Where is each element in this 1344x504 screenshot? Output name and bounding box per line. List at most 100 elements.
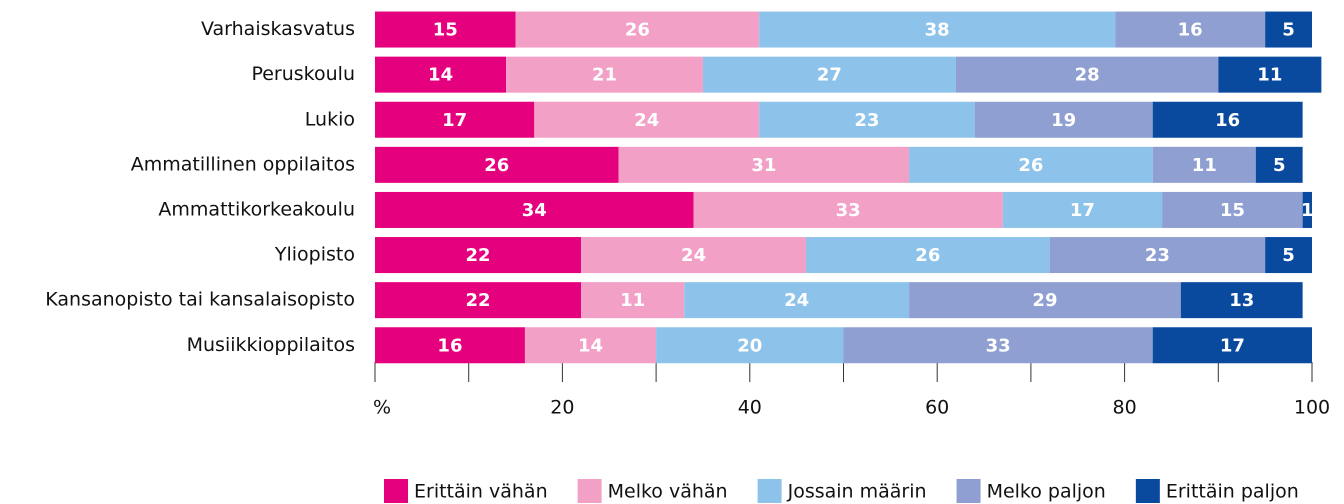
category-label: Ammatillinen oppilaitos — [131, 153, 355, 175]
category-label: Lukio — [305, 108, 355, 130]
bar-segment — [375, 101, 535, 138]
bar-segment — [375, 237, 582, 274]
bar-segment — [1002, 191, 1163, 228]
bar-segment — [375, 191, 694, 228]
legend-swatch — [384, 479, 408, 503]
value-label: 5 — [1282, 20, 1295, 41]
legend-label: Erittäin paljon — [1166, 481, 1299, 503]
value-label: 17 — [442, 110, 467, 131]
bar-segment — [524, 327, 657, 364]
value-label: 26 — [915, 245, 940, 266]
bar-segment — [1265, 237, 1312, 274]
value-label: 38 — [925, 20, 950, 41]
bar-segment — [375, 146, 619, 183]
legend-label: Melko paljon — [987, 481, 1106, 503]
bar-segment — [843, 327, 1153, 364]
bar-segment — [375, 282, 582, 319]
bar-segment — [618, 146, 910, 183]
bar-segment — [375, 327, 525, 364]
category-label: Peruskoulu — [251, 63, 355, 85]
legend-swatch — [757, 479, 782, 503]
bar-segment — [1302, 191, 1312, 228]
value-label: 24 — [784, 290, 809, 311]
value-label: 16 — [437, 335, 462, 356]
bar-segment — [1115, 11, 1266, 48]
value-label: 5 — [1273, 155, 1286, 176]
value-label: 23 — [854, 110, 879, 131]
bar-segment — [515, 11, 760, 48]
value-label: 33 — [836, 200, 861, 221]
value-label: 13 — [1229, 290, 1254, 311]
value-label: 29 — [1032, 290, 1057, 311]
bar-segment — [702, 56, 956, 93]
legend-label: Erittäin vähän — [414, 481, 548, 503]
legend-swatch — [956, 479, 981, 503]
legend-swatch — [1135, 479, 1160, 503]
category-label: Kansanopisto tai kansalaisopisto — [45, 289, 355, 311]
value-label: 34 — [522, 200, 547, 221]
value-label: 20 — [737, 335, 762, 356]
bar-segment — [909, 282, 1181, 319]
value-label: 11 — [1192, 155, 1217, 176]
bar-segment — [1162, 191, 1303, 228]
legend-swatch — [577, 479, 602, 503]
bar-segment — [693, 191, 1003, 228]
value-label: 16 — [1178, 20, 1203, 41]
value-label: 5 — [1282, 245, 1295, 266]
x-tick-label: 60 — [925, 397, 949, 419]
bar-segment — [534, 101, 760, 138]
value-label: 17 — [1220, 335, 1245, 356]
bar-segment — [1049, 237, 1266, 274]
x-tick-label: 20 — [550, 397, 574, 419]
category-label: Musiikkioppilaitos — [187, 334, 355, 356]
bar-segment — [506, 56, 703, 93]
value-label: 19 — [1051, 110, 1076, 131]
bar-segment — [1218, 56, 1322, 93]
value-label: 1 — [1301, 200, 1314, 221]
value-label: 33 — [986, 335, 1011, 356]
legend-label: Melko vähän — [608, 481, 728, 503]
value-label: 11 — [620, 290, 645, 311]
bar-segment — [974, 101, 1153, 138]
value-label: 21 — [592, 65, 617, 86]
bar-segment — [909, 146, 1153, 183]
value-label: 24 — [634, 110, 659, 131]
value-label: 15 — [433, 20, 458, 41]
value-label: 14 — [578, 335, 603, 356]
bar-segment — [581, 282, 685, 319]
value-label: 26 — [1018, 155, 1043, 176]
x-tick-label: 80 — [1113, 397, 1137, 419]
bar-segment — [1152, 146, 1256, 183]
bar-segment — [1265, 11, 1312, 48]
value-label: 23 — [1145, 245, 1170, 266]
value-label: 28 — [1075, 65, 1100, 86]
legend-label: Jossain määrin — [787, 481, 927, 503]
bar-segment — [759, 11, 1116, 48]
x-tick-label: 40 — [738, 397, 762, 419]
bar-segment — [759, 101, 975, 138]
value-label: 11 — [1257, 65, 1282, 86]
bar-segment — [375, 11, 516, 48]
bar-segment — [1152, 101, 1303, 138]
value-label: 16 — [1215, 110, 1240, 131]
value-label: 27 — [817, 65, 842, 86]
bar-segment — [375, 56, 507, 93]
bar-segment — [806, 237, 1050, 274]
value-label: 22 — [466, 290, 491, 311]
bar-segment — [656, 327, 844, 364]
value-label: 24 — [681, 245, 706, 266]
value-label: 31 — [751, 155, 776, 176]
category-label: Yliopisto — [274, 244, 355, 266]
category-label: Ammattikorkeakoulu — [158, 198, 355, 220]
value-label: 22 — [466, 245, 491, 266]
value-label: 15 — [1220, 200, 1245, 221]
bar-segment — [955, 56, 1219, 93]
value-label: 14 — [428, 65, 453, 86]
category-label: Varhaiskasvatus — [201, 18, 355, 40]
bar-segment — [1152, 327, 1312, 364]
bar-segment — [1255, 146, 1303, 183]
x-tick-label: % — [373, 397, 391, 419]
bar-segment — [1180, 282, 1303, 319]
